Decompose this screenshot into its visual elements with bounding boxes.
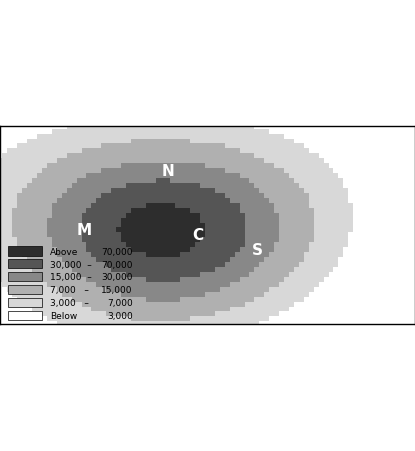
Text: 30,000: 30,000 bbox=[101, 273, 133, 282]
Text: 70,000: 70,000 bbox=[101, 260, 133, 269]
Text: 7,000   –: 7,000 – bbox=[50, 285, 89, 295]
Text: S: S bbox=[251, 243, 262, 258]
FancyBboxPatch shape bbox=[8, 298, 42, 307]
Text: 3,000   –: 3,000 – bbox=[50, 299, 89, 308]
Text: Below: Below bbox=[50, 311, 77, 320]
FancyBboxPatch shape bbox=[8, 311, 42, 320]
FancyBboxPatch shape bbox=[8, 272, 42, 282]
Text: M: M bbox=[76, 223, 92, 238]
Text: 15,000: 15,000 bbox=[101, 285, 133, 295]
Text: 30,000  –: 30,000 – bbox=[50, 260, 92, 269]
Text: Above: Above bbox=[50, 247, 78, 256]
Text: 3,000: 3,000 bbox=[107, 311, 133, 320]
Text: 70,000: 70,000 bbox=[101, 247, 133, 256]
Text: 15,000  –: 15,000 – bbox=[50, 273, 92, 282]
Text: N: N bbox=[161, 164, 174, 179]
FancyBboxPatch shape bbox=[8, 247, 42, 256]
Text: C: C bbox=[192, 228, 203, 243]
FancyBboxPatch shape bbox=[8, 285, 42, 295]
Text: 7,000: 7,000 bbox=[107, 299, 133, 308]
FancyBboxPatch shape bbox=[8, 260, 42, 269]
